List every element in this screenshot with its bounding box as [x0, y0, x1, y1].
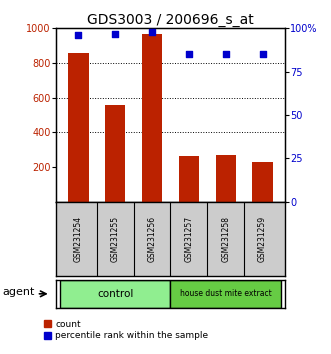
Point: [260, 52, 265, 57]
Point: [223, 52, 228, 57]
Bar: [142, 34, 162, 202]
Bar: [215, 155, 236, 202]
Title: GDS3003 / 200696_s_at: GDS3003 / 200696_s_at: [87, 13, 254, 27]
Text: GSM231255: GSM231255: [111, 216, 120, 262]
Point: [76, 33, 81, 38]
Bar: [60, 280, 170, 308]
Bar: [68, 53, 88, 202]
Point: [186, 52, 192, 57]
Text: GSM231258: GSM231258: [221, 216, 230, 262]
Bar: [170, 280, 281, 308]
Text: GSM231256: GSM231256: [148, 216, 157, 262]
Bar: [253, 162, 273, 202]
Legend: count, percentile rank within the sample: count, percentile rank within the sample: [44, 320, 208, 340]
Text: GSM231259: GSM231259: [258, 216, 267, 262]
Text: agent: agent: [3, 287, 35, 297]
Bar: [179, 156, 199, 202]
Bar: [105, 105, 125, 202]
Point: [149, 29, 155, 35]
Point: [113, 31, 118, 36]
Text: GSM231254: GSM231254: [74, 216, 83, 262]
Text: control: control: [97, 289, 133, 299]
Text: house dust mite extract: house dust mite extract: [180, 289, 272, 298]
Text: GSM231257: GSM231257: [184, 216, 193, 262]
